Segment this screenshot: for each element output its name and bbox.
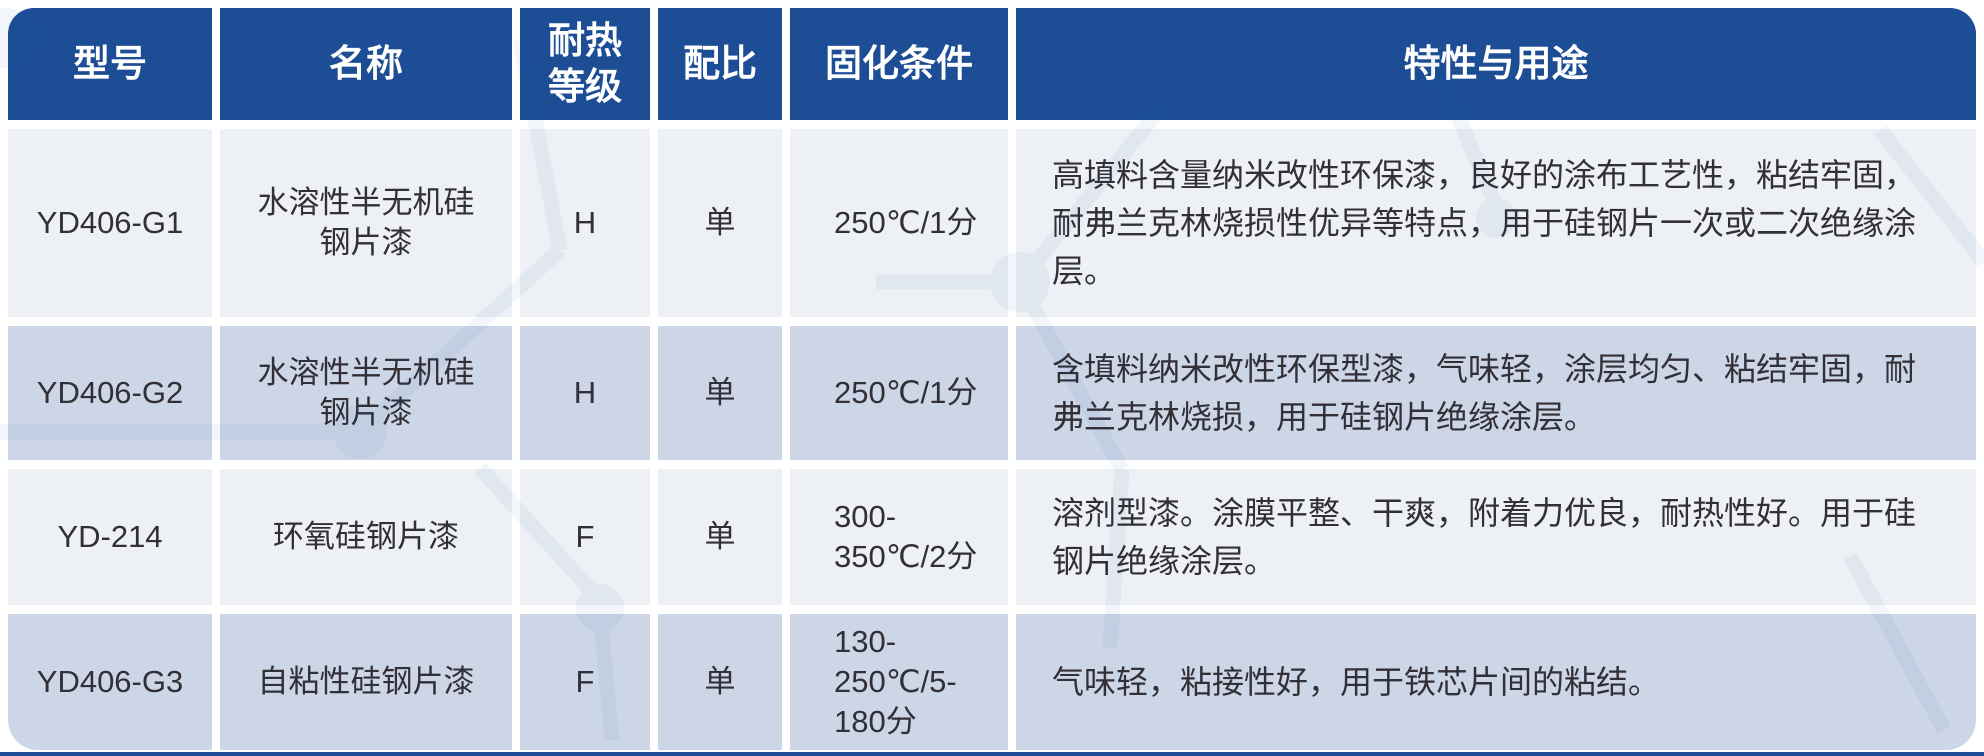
cell-model: YD406-G3: [8, 614, 212, 750]
cell-curing: 300-350℃/2分: [790, 469, 1008, 605]
cell-model: YD-214: [8, 469, 212, 605]
cell-heat-grade: H: [520, 326, 650, 460]
cell-heat-grade: H: [520, 129, 650, 317]
cell-curing: 250℃/1分: [790, 129, 1008, 317]
cell-features: 气味轻，粘接性好，用于铁芯片间的粘结。: [1016, 614, 1976, 750]
cell-features: 溶剂型漆。涂膜平整、干爽，附着力优良，耐热性好。用于硅钢片绝缘涂层。: [1016, 469, 1976, 605]
header-label-model: 型号: [73, 42, 147, 84]
header-cell-ratio: 配比: [658, 8, 782, 120]
header-label-heat-grade: 耐热等级: [548, 19, 622, 107]
header-cell-model: 型号: [8, 8, 212, 120]
header-label-curing: 固化条件: [825, 42, 973, 84]
cell-heat-grade: F: [520, 469, 650, 605]
cell-curing: 250℃/1分: [790, 326, 1008, 460]
header-label-features: 特性与用途: [1403, 42, 1589, 84]
cell-heat-grade: F: [520, 614, 650, 750]
cell-ratio: 单: [658, 614, 782, 750]
cell-name: 水溶性半无机硅钢片漆: [220, 129, 512, 317]
header-cell-heat-grade: 耐热等级: [520, 8, 650, 120]
cell-name: 自粘性硅钢片漆: [220, 614, 512, 750]
cell-name: 水溶性半无机硅钢片漆: [220, 326, 512, 460]
cell-name: 环氧硅钢片漆: [220, 469, 512, 605]
cell-curing: 130-250℃/5-180分: [790, 614, 1008, 750]
cell-ratio: 单: [658, 326, 782, 460]
header-label-name: 名称: [329, 42, 403, 84]
cell-features: 含填料纳米改性环保型漆，气味轻，涂层均匀、粘结牢固，耐弗兰克林烧损，用于硅钢片绝…: [1016, 326, 1976, 460]
cell-ratio: 单: [658, 129, 782, 317]
cell-model: YD406-G1: [8, 129, 212, 317]
cell-ratio: 单: [658, 469, 782, 605]
cell-features: 高填料含量纳米改性环保漆，良好的涂布工艺性，粘结牢固，耐弗兰克林烧损性优异等特点…: [1016, 129, 1976, 317]
header-cell-curing: 固化条件: [790, 8, 1008, 120]
header-cell-features: 特性与用途: [1016, 8, 1976, 120]
header-label-ratio: 配比: [683, 42, 757, 84]
cell-model: YD406-G2: [8, 326, 212, 460]
bottom-accent-bar: [0, 752, 1984, 756]
header-cell-name: 名称: [220, 8, 512, 120]
